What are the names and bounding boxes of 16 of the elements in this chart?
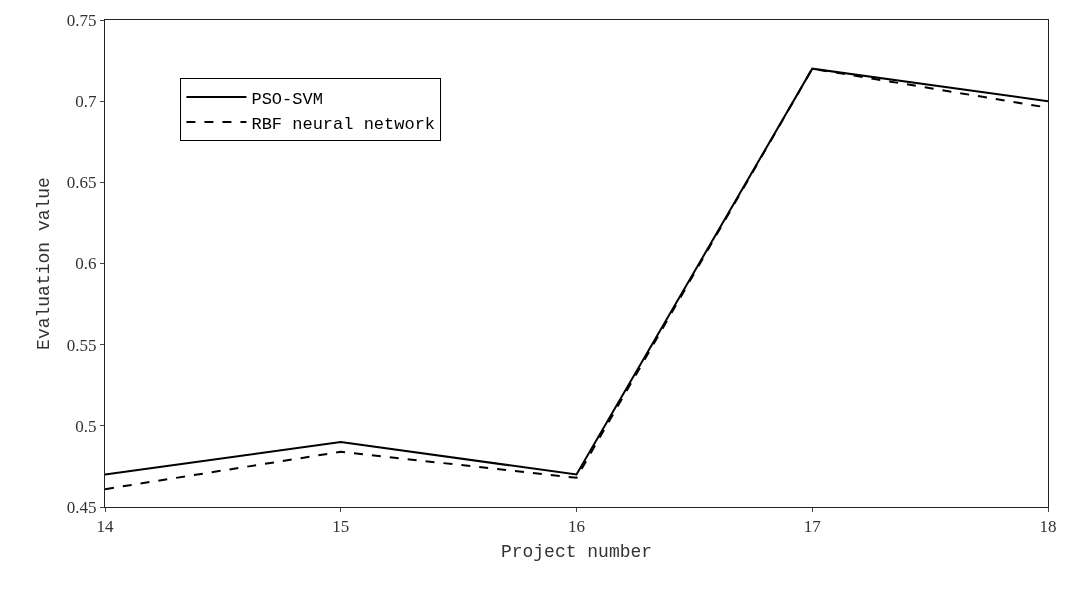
legend-label: RBF neural network [251,114,436,134]
x-tick-label: 15 [332,517,350,537]
x-tick-label: 14 [96,517,114,537]
y-tick-label: 0.45 [66,497,97,517]
x-tick-label: 17 [803,517,822,537]
y-tick-label: 0.6 [75,254,97,274]
y-tick-label: 0.65 [66,173,97,193]
legend-label: PSO-SVM [251,89,323,109]
x-axis-title: Project number [500,541,653,562]
y-tick-label: 0.75 [66,10,97,30]
y-axis-title: Evaluation value [34,177,55,350]
x-tick-label: 18 [1039,517,1057,537]
y-tick-label: 0.55 [66,335,97,355]
y-tick-label: 0.5 [75,416,97,436]
y-tick-label: 0.7 [75,92,98,112]
x-tick-label: 16 [568,517,585,537]
